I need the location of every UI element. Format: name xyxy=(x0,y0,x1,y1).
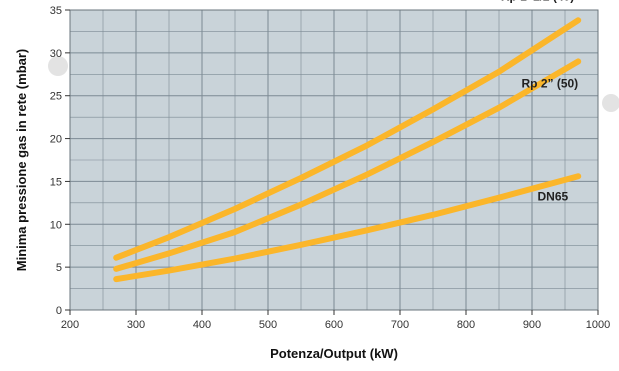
series-lines xyxy=(113,17,582,283)
series-labels: Rp 1”1/2 (40) Rp 2” (50) DN65 xyxy=(501,0,578,203)
y-tick-label: 20 xyxy=(50,134,62,146)
x-tick-label: 300 xyxy=(127,319,145,331)
y-axis-title: Minima pressione gas in rete (mbar) xyxy=(14,49,29,272)
series-line-3 xyxy=(113,173,582,283)
y-tick-label: 35 xyxy=(50,5,62,17)
x-tick-label: 1000 xyxy=(586,319,610,331)
x-tick-label: 600 xyxy=(325,319,343,331)
x-tick-label: 800 xyxy=(457,319,475,331)
series-line-1 xyxy=(113,17,582,261)
decorative-circle-left xyxy=(48,56,68,76)
series-label-2: Rp 2” (50) xyxy=(522,76,579,90)
y-tick-label: 0 xyxy=(56,305,62,317)
series-line-2 xyxy=(113,58,582,272)
series-label-1: Rp 1”1/2 (40) xyxy=(501,0,574,3)
decorative-circle-right xyxy=(602,94,619,112)
y-tick-label: 10 xyxy=(50,219,62,231)
x-tick-label: 400 xyxy=(193,319,211,331)
series-label-3: DN65 xyxy=(538,189,569,203)
background-decoration xyxy=(48,56,619,112)
y-tick-label: 15 xyxy=(50,176,62,188)
y-tick-label: 30 xyxy=(50,48,62,60)
axes: 200 300 400 500 600 700 800 900 1000 0 5 10 15 20 25 30… xyxy=(50,5,610,331)
x-tick-label: 500 xyxy=(259,319,277,331)
x-tick-label: 200 xyxy=(61,319,79,331)
x-axis-title: Potenza/Output (kW) xyxy=(270,346,398,361)
y-tick-label: 5 xyxy=(56,262,62,274)
x-tick-label: 900 xyxy=(523,319,541,331)
x-tick-label: 700 xyxy=(391,319,409,331)
y-tick-label: 25 xyxy=(50,91,62,103)
